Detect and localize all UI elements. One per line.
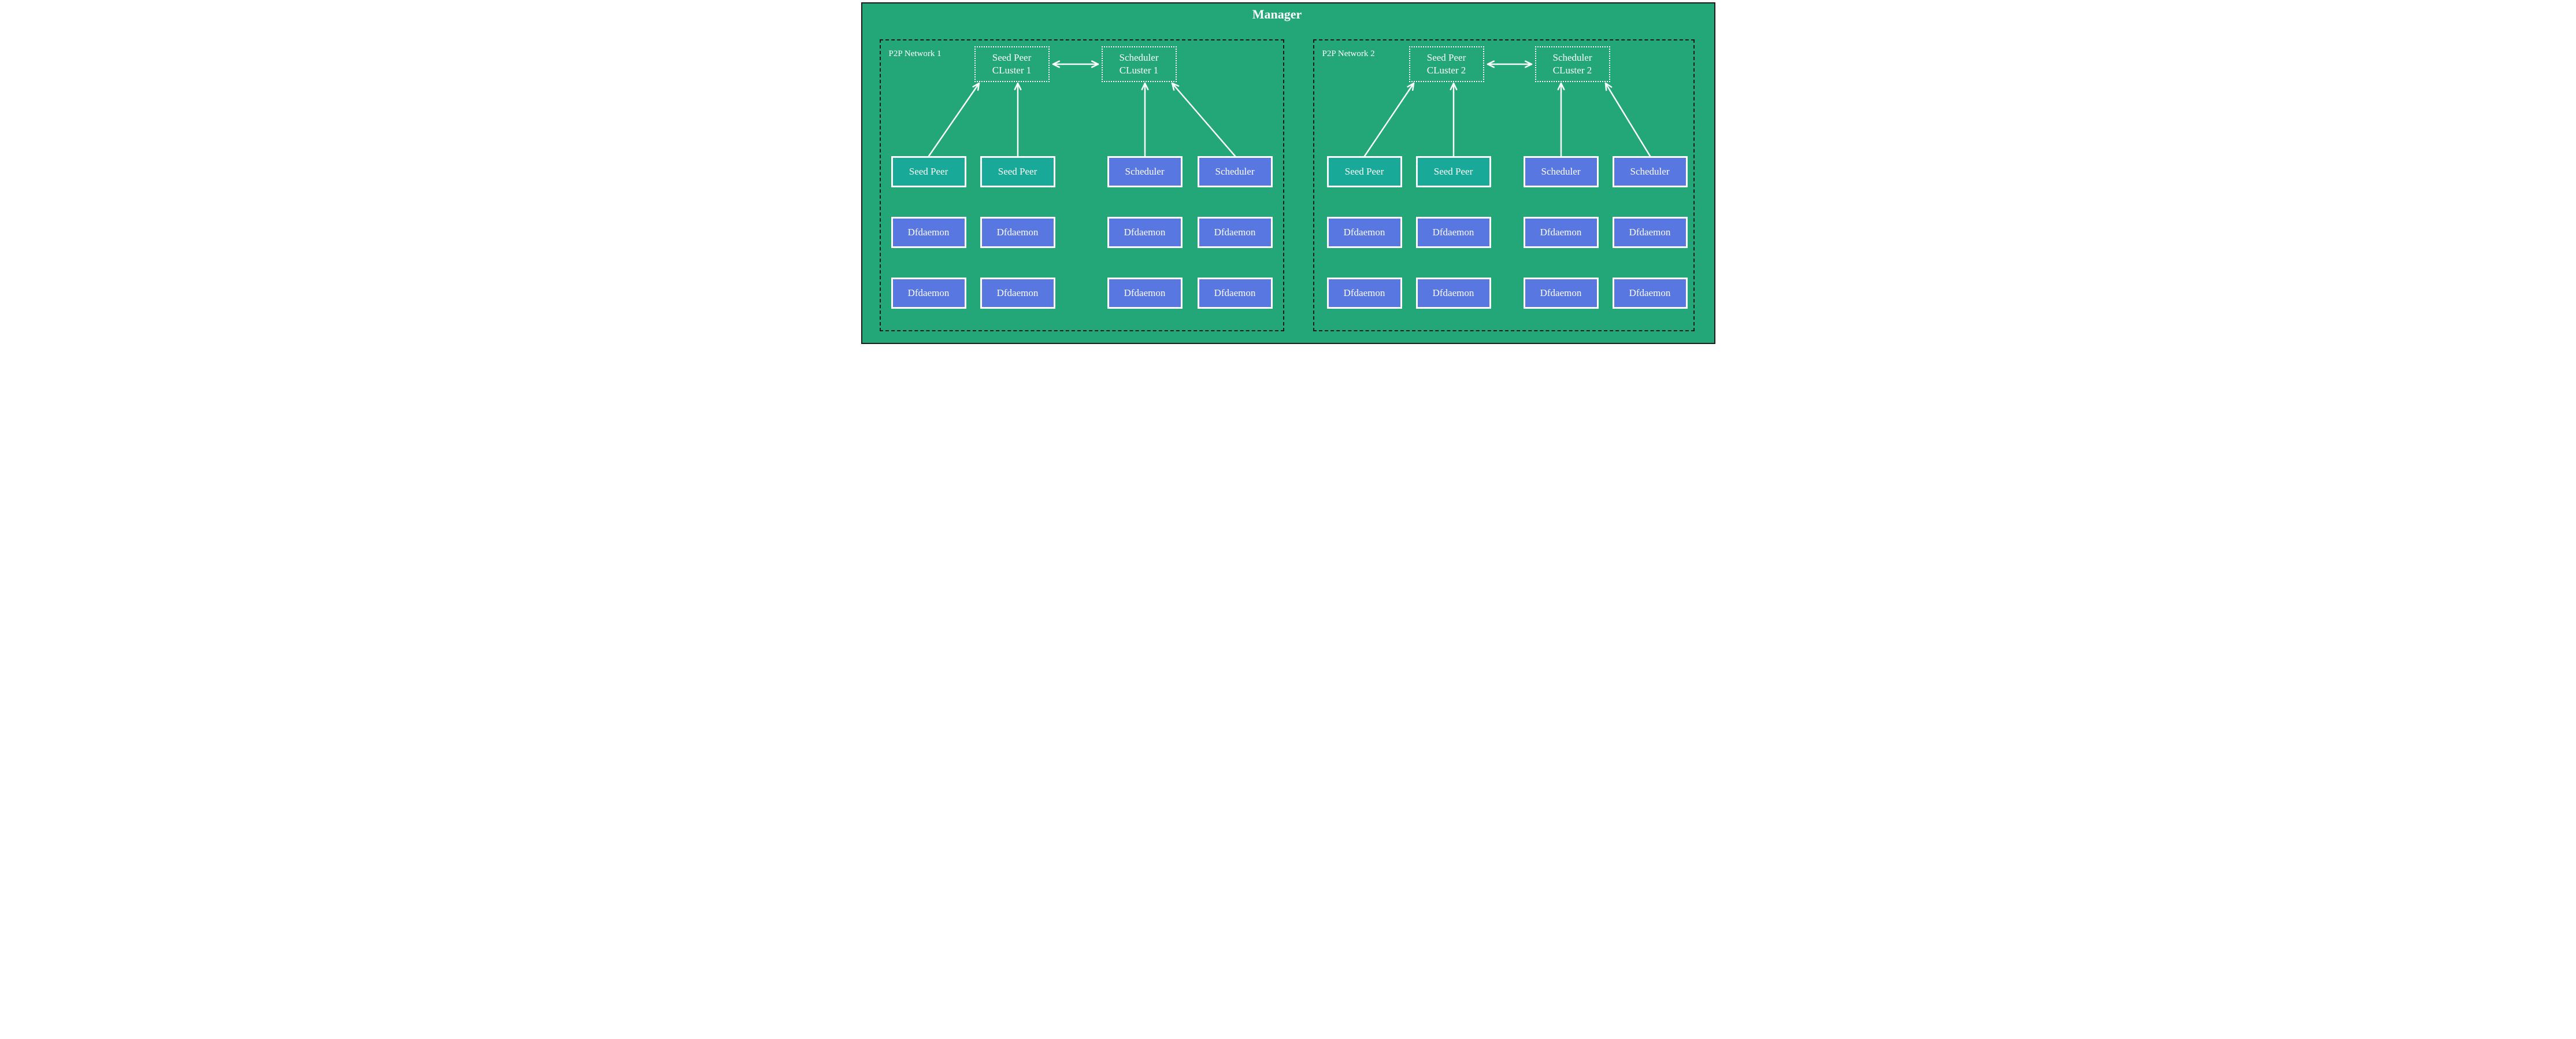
- dfdaemon-node: Dfdaemon: [1107, 278, 1183, 309]
- scheduler-node: Scheduler: [1524, 156, 1599, 187]
- seed_peer-node: Seed Peer: [1327, 156, 1402, 187]
- cluster-box: SchedulerCLuster 1: [1102, 46, 1177, 82]
- dfdaemon-node: Dfdaemon: [1524, 217, 1599, 248]
- cluster-label-line1: Scheduler: [1553, 51, 1592, 64]
- dfdaemon-node: Dfdaemon: [1107, 217, 1183, 248]
- scheduler-node: Scheduler: [1107, 156, 1183, 187]
- dfdaemon-node: Dfdaemon: [1613, 278, 1688, 309]
- dfdaemon-node: Dfdaemon: [1198, 278, 1273, 309]
- dfdaemon-node: Dfdaemon: [980, 217, 1055, 248]
- scheduler-node: Scheduler: [1613, 156, 1688, 187]
- cluster-label-line2: CLuster 1: [992, 64, 1032, 77]
- dfdaemon-node: Dfdaemon: [891, 278, 966, 309]
- dfdaemon-node: Dfdaemon: [1613, 217, 1688, 248]
- dfdaemon-node: Dfdaemon: [1416, 278, 1491, 309]
- seed_peer-node: Seed Peer: [891, 156, 966, 187]
- dfdaemon-node: Dfdaemon: [891, 217, 966, 248]
- dfdaemon-node: Dfdaemon: [1416, 217, 1491, 248]
- dfdaemon-node: Dfdaemon: [980, 278, 1055, 309]
- scheduler-node: Scheduler: [1198, 156, 1273, 187]
- seed_peer-node: Seed Peer: [980, 156, 1055, 187]
- dfdaemon-node: Dfdaemon: [1524, 278, 1599, 309]
- manager-title: Manager: [1252, 7, 1302, 22]
- cluster-label-line2: CLuster 1: [1120, 64, 1159, 77]
- cluster-box: SchedulerCLuster 2: [1535, 46, 1610, 82]
- network-label: P2P Network 2: [1322, 49, 1375, 59]
- dfdaemon-node: Dfdaemon: [1327, 278, 1402, 309]
- cluster-label-line2: CLuster 2: [1427, 64, 1466, 77]
- cluster-label-line1: Seed Peer: [1427, 51, 1466, 64]
- seed_peer-node: Seed Peer: [1416, 156, 1491, 187]
- cluster-box: Seed PeerCLuster 2: [1409, 46, 1484, 82]
- cluster-label-line2: CLuster 2: [1553, 64, 1592, 77]
- dfdaemon-node: Dfdaemon: [1198, 217, 1273, 248]
- cluster-label-line1: Scheduler: [1120, 51, 1159, 64]
- cluster-label-line1: Seed Peer: [992, 51, 1032, 64]
- network-label: P2P Network 1: [889, 49, 942, 59]
- diagram-canvas: ManagerP2P Network 1Seed PeerCLuster 1Sc…: [859, 0, 1718, 346]
- cluster-box: Seed PeerCLuster 1: [974, 46, 1050, 82]
- dfdaemon-node: Dfdaemon: [1327, 217, 1402, 248]
